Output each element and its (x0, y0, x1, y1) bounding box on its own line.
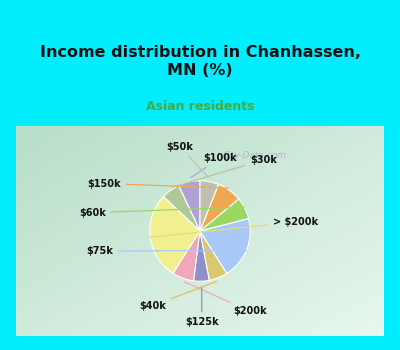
Text: City-Data.com: City-Data.com (222, 151, 286, 160)
Text: Asian residents: Asian residents (146, 99, 254, 113)
Wedge shape (200, 181, 218, 231)
Text: $200k: $200k (184, 282, 267, 316)
Text: $60k: $60k (79, 207, 244, 218)
Text: $125k: $125k (185, 287, 219, 327)
Wedge shape (200, 199, 249, 231)
Text: > $200k: > $200k (150, 217, 318, 237)
Text: Income distribution in Chanhassen,
MN (%): Income distribution in Chanhassen, MN (%… (40, 46, 360, 78)
Wedge shape (179, 181, 200, 231)
Wedge shape (200, 218, 250, 273)
Wedge shape (173, 231, 200, 281)
Wedge shape (150, 197, 200, 273)
Text: $75k: $75k (86, 246, 246, 256)
Text: $40k: $40k (139, 281, 217, 311)
Text: $50k: $50k (166, 142, 208, 177)
Wedge shape (163, 186, 200, 231)
Wedge shape (200, 231, 227, 280)
Wedge shape (194, 231, 210, 281)
Text: $100k: $100k (191, 153, 237, 178)
Wedge shape (200, 184, 239, 231)
Text: $30k: $30k (172, 155, 277, 187)
Text: $150k: $150k (87, 178, 228, 189)
